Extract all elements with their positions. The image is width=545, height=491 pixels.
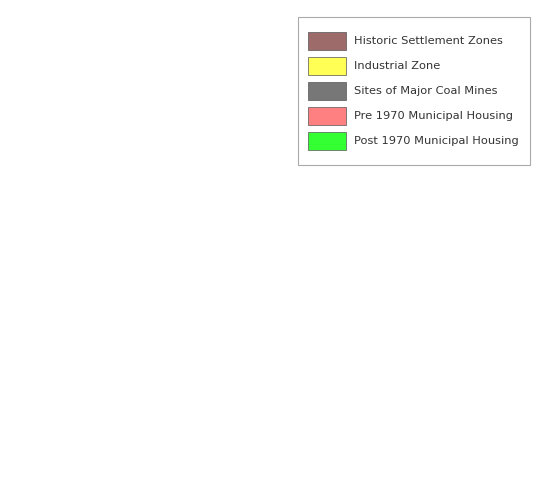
Bar xyxy=(308,132,346,150)
Bar xyxy=(308,32,346,51)
Text: Historic Settlement Zones: Historic Settlement Zones xyxy=(354,36,503,47)
Bar xyxy=(308,107,346,125)
Text: Post 1970 Municipal Housing: Post 1970 Municipal Housing xyxy=(354,136,519,146)
Bar xyxy=(308,82,346,100)
Text: Pre 1970 Municipal Housing: Pre 1970 Municipal Housing xyxy=(354,111,513,121)
Text: Industrial Zone: Industrial Zone xyxy=(354,61,440,71)
Bar xyxy=(298,17,530,165)
Text: Sites of Major Coal Mines: Sites of Major Coal Mines xyxy=(354,86,498,96)
Bar xyxy=(308,57,346,75)
